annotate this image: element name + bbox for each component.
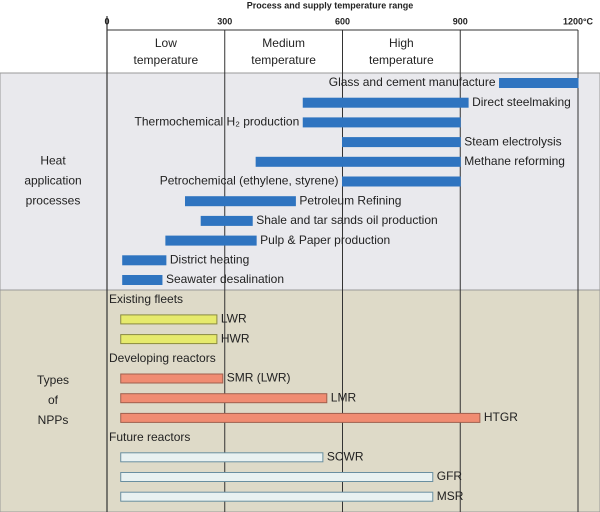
group-background xyxy=(0,72,600,291)
x-tick-label: 0 xyxy=(104,16,109,26)
bar-label: Steam electrolysis xyxy=(464,134,561,148)
x-tick-label: 900 xyxy=(453,16,468,26)
band-label: Medium xyxy=(262,36,305,50)
bar xyxy=(120,373,224,384)
bar-label: Thermochemical H₂ production xyxy=(135,115,300,129)
bar xyxy=(302,117,461,128)
group-label: Heat xyxy=(40,154,66,168)
bar-label: GFR xyxy=(437,469,463,483)
bar-label: Direct steelmaking xyxy=(472,95,571,109)
group-label: Types xyxy=(37,373,69,387)
bar-label: Methane reforming xyxy=(464,154,565,168)
bar-label: Petroleum Refining xyxy=(299,193,401,207)
x-tick-label: 1200°C xyxy=(563,16,594,26)
bar-label: SCWR xyxy=(327,449,364,463)
bar xyxy=(122,255,167,266)
bar xyxy=(120,452,324,463)
band-label: High xyxy=(389,36,414,50)
x-tick-label: 300 xyxy=(217,16,232,26)
bar xyxy=(120,393,328,404)
bar-label: LMR xyxy=(331,390,357,404)
bar xyxy=(342,176,461,187)
bar-label: Petrochemical (ethylene, styrene) xyxy=(160,174,339,188)
bar-label: SMR (LWR) xyxy=(227,371,291,385)
band-label: temperature xyxy=(369,53,434,67)
group-label: processes xyxy=(26,194,81,208)
bar xyxy=(342,137,461,148)
band-label: Low xyxy=(155,36,177,50)
subgroup-label: Future reactors xyxy=(109,430,190,444)
bar xyxy=(185,196,296,207)
bar xyxy=(499,78,579,88)
bar-label: HWR xyxy=(221,331,250,345)
x-tick-label: 600 xyxy=(335,16,350,26)
subgroup-label: Existing fleets xyxy=(109,292,183,306)
bar-label: Glass and cement manufacture xyxy=(329,75,496,89)
band-label: temperature xyxy=(251,53,316,67)
bar-label: Seawater desalination xyxy=(166,272,284,286)
bar xyxy=(120,472,434,482)
bar xyxy=(120,314,218,325)
bar xyxy=(200,215,253,226)
group-label: application xyxy=(24,174,81,188)
bar xyxy=(120,334,218,345)
bar-label: LWR xyxy=(221,312,247,326)
bar-label: Pulp & Paper production xyxy=(260,233,390,247)
bar-label: Shale and tar sands oil production xyxy=(256,213,437,227)
bar xyxy=(120,412,481,423)
group-label: NPPs xyxy=(38,413,69,427)
band-label: temperature xyxy=(134,53,199,67)
chart-title: Process and supply temperature range xyxy=(247,0,414,10)
group-label: of xyxy=(48,393,59,407)
bar-label: District heating xyxy=(170,252,249,266)
bar-label: MSR xyxy=(437,489,464,503)
bar-label: HTGR xyxy=(484,410,518,424)
bar xyxy=(122,275,163,285)
bar xyxy=(120,491,434,502)
bar xyxy=(302,97,469,108)
subgroup-label: Developing reactors xyxy=(109,351,216,365)
bar xyxy=(165,235,257,246)
bar xyxy=(255,156,461,167)
